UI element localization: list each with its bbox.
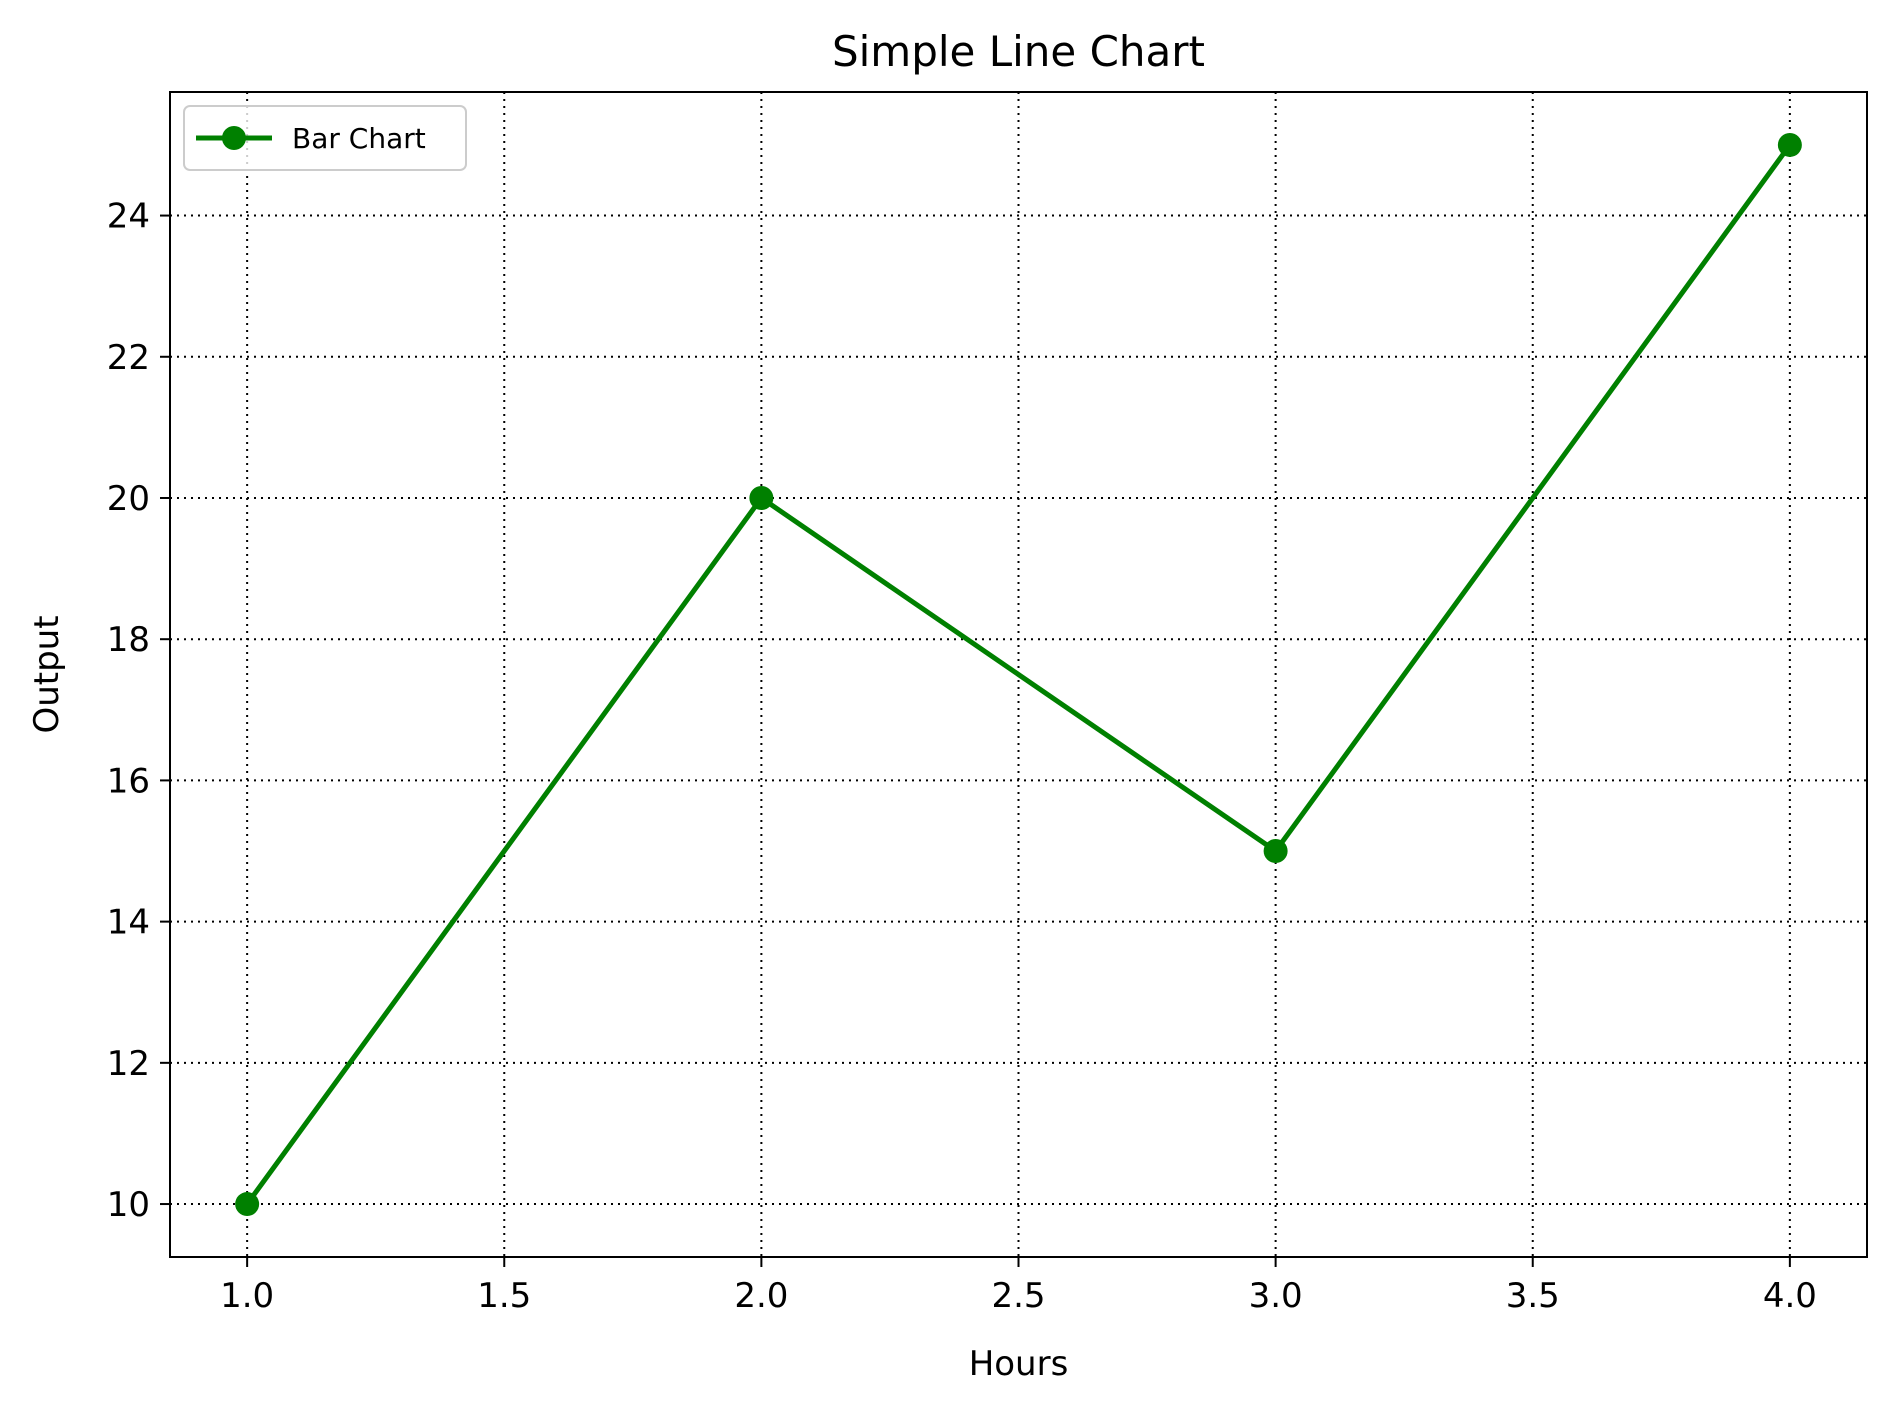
x-tick-label: 2.0: [734, 1276, 788, 1316]
axis-ticks: 1.0 1.5 2.0 2.5 3.0 3.5 4.0 10 12 14 16 18 20 22 24: [107, 197, 1817, 1316]
data-point: [1777, 132, 1802, 157]
series-line: [244, 142, 1793, 1207]
chart-title: Simple Line Chart: [832, 27, 1205, 76]
y-axis-label: Output: [27, 615, 67, 733]
x-tick-label: 4.0: [1763, 1276, 1817, 1316]
data-point: [749, 485, 774, 510]
x-tick-label: 1.0: [220, 1276, 274, 1316]
y-tick-label: 18: [107, 620, 150, 660]
y-tick-label: 16: [107, 761, 150, 801]
x-tick-label: 3.0: [1249, 1276, 1303, 1316]
y-tick-label: 10: [107, 1185, 150, 1225]
x-tick-label: 1.5: [477, 1276, 531, 1316]
x-axis-label: Hours: [969, 1344, 1069, 1384]
y-tick-label: 20: [107, 479, 150, 519]
legend: Bar Chart: [183, 105, 467, 171]
legend-marker-swatch: [222, 126, 246, 150]
y-tick-label: 14: [107, 903, 150, 943]
x-tick-label: 3.5: [1506, 1276, 1560, 1316]
data-point: [1263, 839, 1288, 864]
y-tick-label: 12: [107, 1044, 150, 1084]
data-point: [235, 1192, 260, 1217]
plot-area-frame: [169, 91, 1868, 1258]
y-tick-label: 24: [107, 197, 150, 237]
legend-entry-label: Bar Chart: [292, 122, 426, 155]
series-layer: [235, 132, 1802, 1217]
legend-box: [183, 105, 467, 171]
y-tick-label: 22: [107, 338, 150, 378]
x-tick-label: 2.5: [991, 1276, 1045, 1316]
